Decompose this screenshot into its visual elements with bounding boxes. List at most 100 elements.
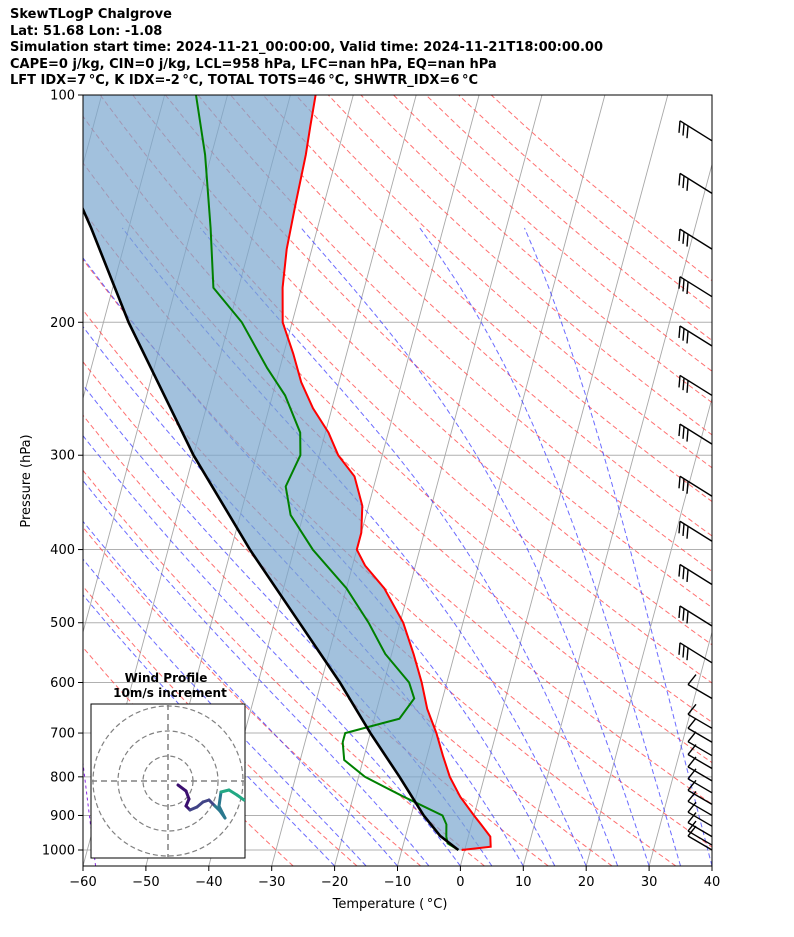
- wind-barb: [678, 374, 713, 397]
- wind-barb-flag: [678, 521, 681, 534]
- wind-barb-flag: [682, 279, 685, 292]
- x-tick-label: −20: [321, 875, 348, 890]
- wind-barb: [687, 779, 713, 805]
- hodograph: Wind Profile 10m/s increment: [90, 671, 246, 859]
- y-tick-label: 400: [50, 543, 75, 558]
- wind-barb-shaft: [687, 835, 713, 851]
- isotherm-line: [648, 630, 712, 866]
- x-tick-label: 10: [515, 875, 532, 890]
- wind-barb-shaft: [679, 423, 713, 445]
- dry-adiabat: [490, 95, 712, 282]
- hodograph-ring: [117, 730, 219, 832]
- y-tick-label: 200: [50, 316, 75, 331]
- index-parameters: LFT IDX=7 °C, K IDX=-2 °C, TOTAL TOTS=46…: [10, 73, 478, 88]
- wind-barb-flag: [682, 176, 685, 189]
- moist-adiabat: [83, 479, 430, 866]
- wind-barb-flag: [687, 744, 697, 755]
- wind-barb: [678, 228, 713, 250]
- y-axis-label: Pressure (hPa): [19, 434, 34, 527]
- parcel-profile-line: [83, 206, 460, 852]
- isotherm-line: [334, 95, 543, 866]
- x-tick-label: −50: [132, 875, 159, 890]
- wind-barb-flag: [678, 642, 681, 655]
- wind-barb-shaft: [679, 605, 713, 627]
- wind-barb-shaft: [679, 642, 713, 664]
- x-tick-label: −40: [195, 875, 222, 890]
- dry-adiabat: [262, 95, 712, 503]
- y-tick-label: 300: [50, 449, 75, 464]
- wind-barb-shaft: [679, 228, 713, 250]
- y-tick-label: 500: [50, 616, 75, 631]
- hodograph-rings: [91, 704, 245, 858]
- stability-parameters: CAPE=0 j/kg, CIN=0 j/kg, LCL=958 hPa, LF…: [10, 56, 497, 72]
- wind-barb-flag: [682, 123, 685, 136]
- wind-barb-flag: [678, 476, 681, 489]
- y-tick-label: 800: [50, 770, 75, 785]
- dry-adiabat: [197, 95, 712, 572]
- dry-adiabat: [83, 646, 294, 866]
- moist-adiabat: [83, 434, 461, 866]
- wind-barb-shaft: [687, 800, 713, 817]
- wind-barb-flag: [687, 731, 697, 743]
- wind-barb: [687, 820, 713, 846]
- x-axis-label: Temperature ( °C): [332, 897, 448, 912]
- wind-barb: [687, 756, 713, 782]
- chart-title: SkewTLogP Chalgrove: [10, 7, 172, 22]
- wind-barb-shaft: [687, 713, 713, 729]
- wind-barb-flag: [687, 825, 697, 837]
- x-tick-label: 0: [456, 875, 464, 890]
- wind-barb: [687, 674, 713, 700]
- wind-barb-flag: [678, 229, 681, 242]
- dry-adiabat: [83, 414, 549, 866]
- wind-barb: [687, 731, 713, 757]
- isotherm-line: [585, 396, 712, 866]
- time-label: Simulation start time: 2024-11-21_00:00:…: [10, 40, 603, 55]
- wind-barb-flag: [687, 791, 697, 802]
- moist-adiabat: [83, 520, 398, 866]
- x-tick-label: −60: [69, 875, 96, 890]
- wind-barb-shaft: [679, 520, 713, 542]
- wind-barb-shaft: [687, 683, 713, 700]
- dry-adiabat: [393, 95, 712, 372]
- location-label: Lat: 51.68 Lon: -1.08: [10, 23, 163, 39]
- wind-barb-flag: [686, 380, 689, 393]
- wind-barb-flag: [682, 231, 685, 244]
- wind-barb: [687, 717, 713, 743]
- wind-barb-flag: [678, 325, 681, 339]
- wind-barb-shaft: [687, 811, 713, 827]
- moist-adiabat: [419, 227, 681, 866]
- wind-barb-flag: [687, 768, 697, 780]
- wind-barb-flag: [686, 648, 689, 661]
- wind-barb-flag: [687, 812, 697, 824]
- wind-barb: [678, 172, 713, 194]
- wind-barb-flag: [682, 378, 685, 391]
- wind-barb: [678, 475, 713, 497]
- chart-header: SkewTLogP Chalgrove Lat: 51.68 Lon: -1.0…: [10, 7, 603, 90]
- wind-barb-flag: [678, 120, 681, 133]
- wind-barb-flag: [682, 523, 685, 537]
- wind-barb: [687, 801, 713, 827]
- wind-barb-flag: [686, 429, 689, 442]
- wind-barb-flag: [682, 567, 685, 580]
- wind-barb-flag: [686, 234, 689, 247]
- dewpoint-line: [195, 95, 459, 851]
- hodograph-subtitle: 10m/s increment: [113, 686, 227, 700]
- wind-barb-shaft: [679, 172, 713, 194]
- y-tick-label: 100: [50, 89, 75, 104]
- mixing-ratio-line: [83, 759, 97, 866]
- wind-barb-shaft: [687, 830, 713, 846]
- hodograph-trace: [176, 783, 188, 793]
- y-tick-label: 1000: [42, 844, 75, 859]
- wind-barb: [687, 768, 713, 794]
- dry-adiabat: [83, 115, 712, 723]
- wind-barb-flag: [687, 820, 697, 832]
- wind-barb-flag: [682, 328, 685, 341]
- wind-barb: [687, 791, 713, 817]
- wind-barb-flag: [682, 478, 685, 492]
- wind-barb: [678, 120, 713, 142]
- dry-adiabat: [83, 585, 358, 866]
- wind-barb-flag: [686, 611, 689, 624]
- wind-barb-flag: [686, 126, 689, 139]
- wind-barb-flag: [678, 424, 681, 437]
